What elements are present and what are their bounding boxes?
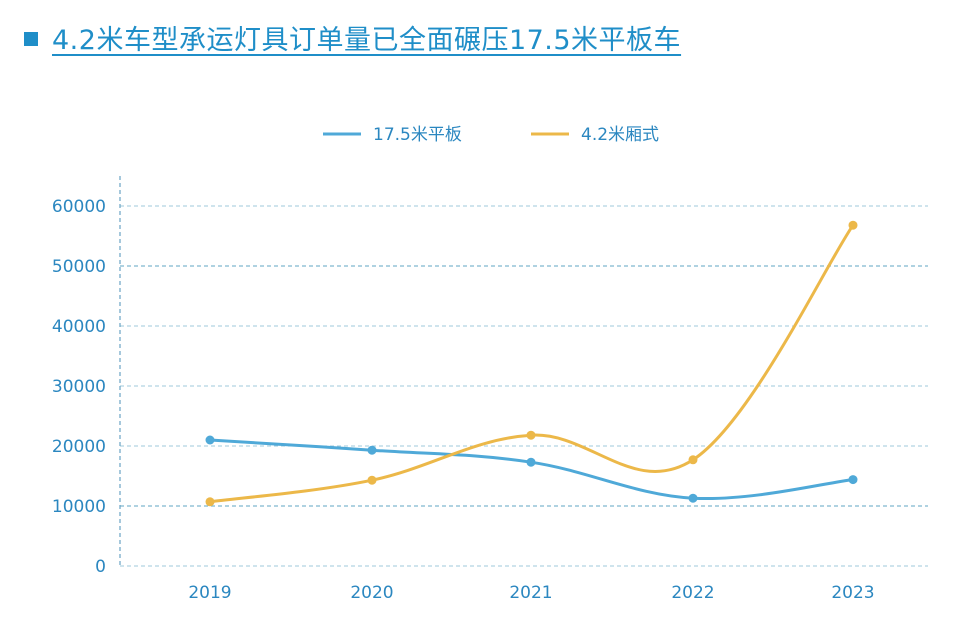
title-bar: 4.2米车型承运灯具订单量已全面碾压17.5米平板车 (24, 18, 681, 57)
data-point (205, 435, 215, 445)
axis-layer: 0 10000 20000 30000 40000 50000 60000 2019 2020 2… (52, 176, 875, 603)
y-tick-label: 20000 (52, 437, 106, 457)
x-tick-label: 2022 (671, 583, 714, 603)
y-tick-label: 40000 (52, 317, 106, 337)
data-point (848, 475, 858, 485)
y-tick-label: 30000 (52, 377, 106, 397)
series-line-2 (208, 223, 855, 504)
legend-label: 17.5米平板 (373, 125, 462, 145)
data-point (205, 497, 215, 507)
data-point (688, 455, 698, 465)
y-tick-label: 0 (95, 557, 106, 577)
x-tick-label: 2023 (831, 583, 874, 603)
legend-label: 4.2米厢式 (581, 125, 659, 145)
data-point (526, 457, 536, 467)
grid-layer (120, 205, 928, 567)
data-point (367, 445, 377, 455)
y-tick-label: 50000 (52, 257, 106, 277)
data-point (367, 475, 377, 485)
y-tick-label: 10000 (52, 497, 106, 517)
page-title: 4.2米车型承运灯具订单量已全面碾压17.5米平板车 (52, 25, 682, 56)
data-point (526, 430, 536, 440)
data-point (688, 493, 698, 503)
data-point (848, 220, 858, 230)
y-tick-label: 60000 (52, 197, 106, 217)
x-tick-label: 2020 (350, 583, 393, 603)
title-bullet-icon (24, 31, 38, 46)
x-tick-label: 2019 (188, 583, 231, 603)
x-tick-label: 2021 (509, 583, 552, 603)
legend: 17.5米平板 4.2米厢式 (323, 125, 659, 145)
series-layer (205, 220, 858, 507)
